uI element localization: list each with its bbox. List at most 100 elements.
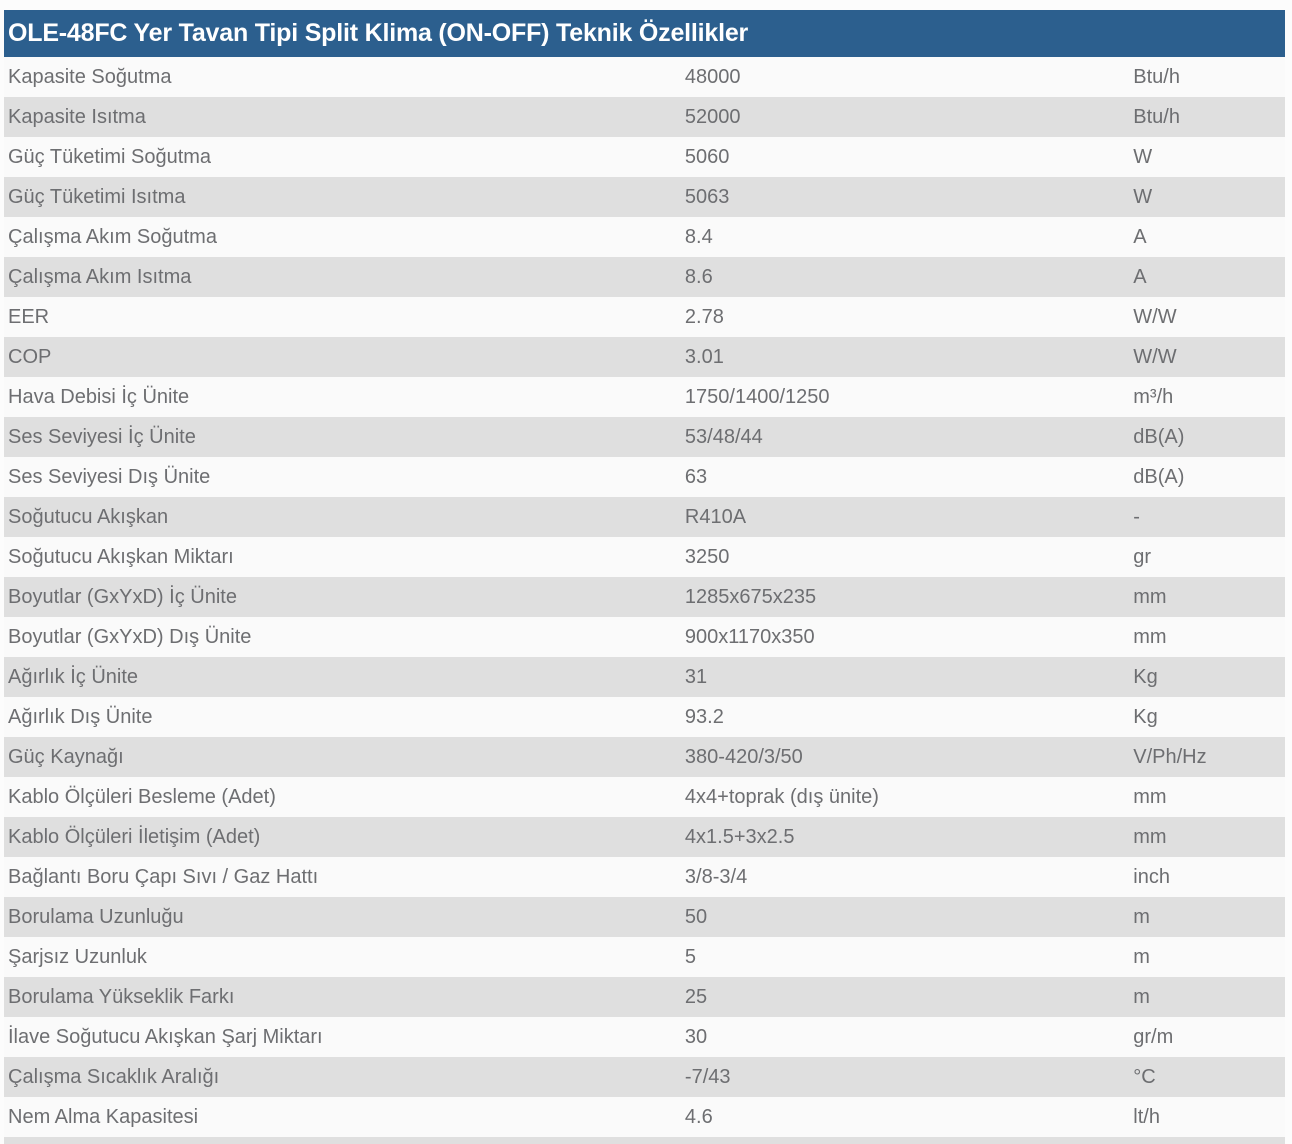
spec-value: 63 (682, 457, 1132, 497)
spec-unit: mm (1131, 617, 1285, 657)
table-row: Çalışma Akım Isıtma 8.6 A (4, 257, 1285, 297)
table-row: Ağırlık Dış Ünite 93.2 Kg (4, 697, 1285, 737)
spec-unit: mm (1131, 777, 1285, 817)
table-row: Soğutucu Akışkan Miktarı 3250 gr (4, 537, 1285, 577)
spec-unit: W (1131, 137, 1285, 177)
table-row: Çalışma Akım Soğutma 8.4 A (4, 217, 1285, 257)
spec-value: 900x1170x350 (682, 617, 1132, 657)
spec-unit: °C (1131, 1057, 1285, 1097)
spec-label: Nem Alma Kapasitesi (4, 1097, 683, 1137)
spec-unit: A (1131, 257, 1285, 297)
spec-label: EER (4, 297, 683, 337)
table-row: Şarjsız Uzunluk 5 m (4, 937, 1285, 977)
spec-label: Boyutlar (GxYxD) Dış Ünite (4, 617, 683, 657)
spec-value: 380-420/3/50 (682, 737, 1132, 777)
table-row: İlave Soğutucu Akışkan Şarj Miktarı 30 gr/… (4, 1017, 1285, 1057)
spec-label: Kapasite Isıtma (4, 97, 683, 137)
spec-unit: dB(A) (1131, 417, 1285, 457)
spec-unit: Kg (1131, 657, 1285, 697)
table-row: Borulama Yükseklik Farkı 25 m (4, 977, 1285, 1017)
spec-unit: m (1131, 977, 1285, 1017)
spec-value: 4x1.5+3x2.5 (682, 817, 1132, 857)
spec-value: 1285x675x235 (682, 577, 1132, 617)
spec-label: Ağırlık Dış Ünite (4, 697, 683, 737)
spec-value: 48000 (682, 57, 1132, 97)
spec-label: Çalışma Sıcaklık Aralığı (4, 1057, 683, 1097)
table-row: Kablo Ölçüleri Besleme (Adet) 4x4+toprak … (4, 777, 1285, 817)
spec-unit: lt/h (1131, 1097, 1285, 1137)
spec-value: 8.6 (682, 257, 1132, 297)
spec-table: Kapasite Soğutma 48000 Btu/h Kapasite Isıtm… (4, 57, 1285, 1144)
spec-unit: W/W (1131, 337, 1285, 377)
table-row: Kapasite Isıtma 52000 Btu/h (4, 97, 1285, 137)
spec-label: Şarjsız Uzunluk (4, 937, 683, 977)
spec-unit: dB(A) (1131, 457, 1285, 497)
table-row: Çalışma Sıcaklık Aralığı -7/43 °C (4, 1057, 1285, 1097)
spec-unit: gr (1131, 537, 1285, 577)
spec-value: 25 (682, 977, 1132, 1017)
table-row: Borulama Uzunluğu 50 m (4, 897, 1285, 937)
table-title-bar: OLE-48FC Yer Tavan Tipi Split Klima (ON-… (4, 10, 1285, 57)
spec-label: Çalışma Akım Isıtma (4, 257, 683, 297)
table-row: Güç Kaynağı 380-420/3/50 V/Ph/Hz (4, 737, 1285, 777)
spec-row-filler (4, 1137, 1285, 1144)
spec-label: Çalışma Akım Soğutma (4, 217, 683, 257)
spec-value: 52000 (682, 97, 1132, 137)
spec-unit: V/Ph/Hz (1131, 737, 1285, 777)
spec-label: Hava Debisi İç Ünite (4, 377, 683, 417)
spec-unit: Btu/h (1131, 57, 1285, 97)
spec-label: Soğutucu Akışkan (4, 497, 683, 537)
spec-label: Kablo Ölçüleri İletişim (Adet) (4, 817, 683, 857)
spec-label: Güç Tüketimi Isıtma (4, 177, 683, 217)
table-row: EER 2.78 W/W (4, 297, 1285, 337)
spec-label: Ses Seviyesi İç Ünite (4, 417, 683, 457)
spec-label: Borulama Uzunluğu (4, 897, 683, 937)
spec-unit: mm (1131, 817, 1285, 857)
table-row: Boyutlar (GxYxD) İç Ünite 1285x675x235 mm (4, 577, 1285, 617)
spec-value: 93.2 (682, 697, 1132, 737)
spec-label: Kapasite Soğutma (4, 57, 683, 97)
table-row: Bağlantı Boru Çapı Sıvı / Gaz Hattı 3/8-3… (4, 857, 1285, 897)
table-title: OLE-48FC Yer Tavan Tipi Split Klima (ON-… (8, 19, 749, 47)
table-row: Ağırlık İç Ünite 31 Kg (4, 657, 1285, 697)
spec-value: 3.01 (682, 337, 1132, 377)
spec-value: 30 (682, 1017, 1132, 1057)
spec-table-body: Kapasite Soğutma 48000 Btu/h Kapasite Isıtm… (4, 57, 1285, 1144)
table-row: Ses Seviyesi İç Ünite 53/48/44 dB(A) (4, 417, 1285, 457)
spec-value: 5063 (682, 177, 1132, 217)
spec-label: Bağlantı Boru Çapı Sıvı / Gaz Hattı (4, 857, 683, 897)
spec-value: 1750/1400/1250 (682, 377, 1132, 417)
spec-unit: mm (1131, 577, 1285, 617)
spec-unit: m (1131, 937, 1285, 977)
spec-value: 4.6 (682, 1097, 1132, 1137)
spec-value: 3250 (682, 537, 1132, 577)
spec-unit: Kg (1131, 697, 1285, 737)
spec-label: Ağırlık İç Ünite (4, 657, 683, 697)
table-row-clipped (4, 1137, 1285, 1144)
spec-value: 5060 (682, 137, 1132, 177)
spec-unit: W (1131, 177, 1285, 217)
table-row: Güç Tüketimi Soğutma 5060 W (4, 137, 1285, 177)
spec-value: 3/8-3/4 (682, 857, 1132, 897)
spec-label: Ses Seviyesi Dış Ünite (4, 457, 683, 497)
spec-unit: W/W (1131, 297, 1285, 337)
spec-label: Kablo Ölçüleri Besleme (Adet) (4, 777, 683, 817)
spec-unit: m (1131, 897, 1285, 937)
table-row: Boyutlar (GxYxD) Dış Ünite 900x1170x350 mm (4, 617, 1285, 657)
spec-unit: m³/h (1131, 377, 1285, 417)
spec-unit: gr/m (1131, 1017, 1285, 1057)
spec-label: İlave Soğutucu Akışkan Şarj Miktarı (4, 1017, 683, 1057)
spec-unit: - (1131, 497, 1285, 537)
spec-label: COP (4, 337, 683, 377)
spec-value: 4x4+toprak (dış ünite) (682, 777, 1132, 817)
spec-value: R410A (682, 497, 1132, 537)
spec-unit: A (1131, 217, 1285, 257)
spec-label: Soğutucu Akışkan Miktarı (4, 537, 683, 577)
spec-value: -7/43 (682, 1057, 1132, 1097)
spec-unit: inch (1131, 857, 1285, 897)
spec-label: Borulama Yükseklik Farkı (4, 977, 683, 1017)
table-row: Nem Alma Kapasitesi 4.6 lt/h (4, 1097, 1285, 1137)
spec-unit: Btu/h (1131, 97, 1285, 137)
spec-value: 31 (682, 657, 1132, 697)
